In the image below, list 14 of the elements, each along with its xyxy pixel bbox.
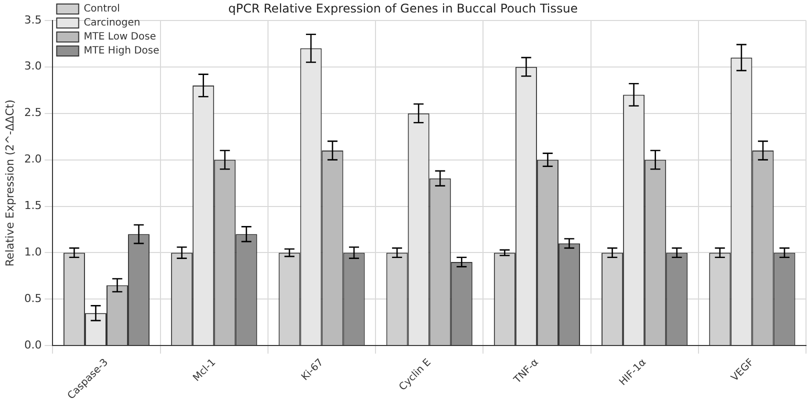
y-tick-label: 1.0 bbox=[24, 246, 42, 259]
chart-title: qPCR Relative Expression of Genes in Buccal Pouch Tissue bbox=[228, 1, 578, 16]
legend-label: MTE High Dose bbox=[84, 46, 160, 57]
y-tick-label: 2.0 bbox=[24, 152, 42, 166]
y-tick-label: 0.5 bbox=[24, 292, 42, 306]
y-tick-label: 2.5 bbox=[24, 106, 42, 120]
legend-label: MTE Low Dose bbox=[84, 32, 156, 43]
legend-label: Control bbox=[84, 4, 120, 15]
y-tick-label: 3.0 bbox=[24, 60, 42, 73]
y-tick-label: 1.5 bbox=[24, 199, 42, 212]
legend-label: Carcinogen bbox=[84, 18, 140, 29]
y-tick-label: 3.5 bbox=[24, 13, 42, 26]
y-axis-title: Relative Expression (2^-ΔΔCt) bbox=[3, 100, 16, 266]
y-tick-label: 0.0 bbox=[24, 338, 42, 352]
